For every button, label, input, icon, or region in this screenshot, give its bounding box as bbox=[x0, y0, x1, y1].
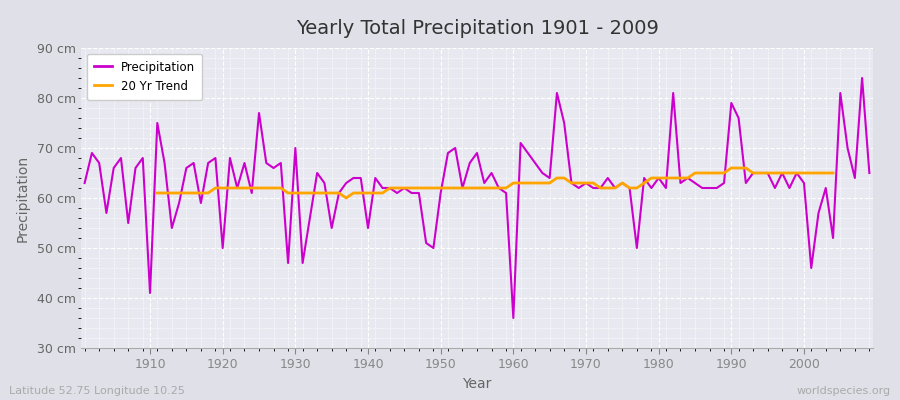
Legend: Precipitation, 20 Yr Trend: Precipitation, 20 Yr Trend bbox=[87, 54, 202, 100]
Text: Latitude 52.75 Longitude 10.25: Latitude 52.75 Longitude 10.25 bbox=[9, 386, 184, 396]
Title: Yearly Total Precipitation 1901 - 2009: Yearly Total Precipitation 1901 - 2009 bbox=[295, 19, 659, 38]
Text: worldspecies.org: worldspecies.org bbox=[796, 386, 891, 396]
Y-axis label: Precipitation: Precipitation bbox=[16, 154, 30, 242]
X-axis label: Year: Year bbox=[463, 377, 491, 391]
